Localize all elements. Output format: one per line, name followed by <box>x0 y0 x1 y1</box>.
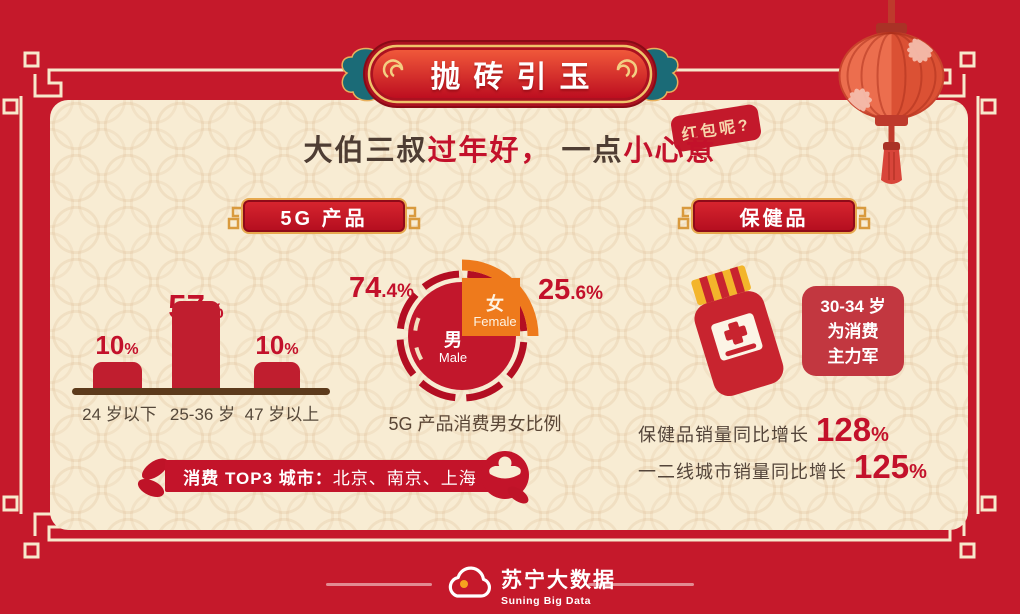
headline-part4: 小心意 <box>623 135 717 167</box>
female-percentage: 25.6% <box>538 274 604 306</box>
female-label: 女 Female <box>473 294 517 329</box>
section-badge-5g: 5G 产品 <box>226 198 422 234</box>
bar-category-label: 25-36 岁 <box>169 405 236 424</box>
headline-part1: 大伯三叔 <box>303 135 428 167</box>
male-label: 男 Male <box>438 330 468 365</box>
headline-part2: 过年好， <box>427 135 552 167</box>
ribbon-graphic <box>137 451 529 504</box>
lantern-decoration <box>838 0 945 184</box>
headline: 大伯三叔过年好， 一点小心意 <box>0 127 1020 169</box>
section-badge-health: 保健品 <box>676 198 872 234</box>
brand-name-en: Suning Big Data <box>501 595 592 607</box>
lantern-flower-pattern <box>848 37 933 112</box>
gender-donut-graphic <box>396 259 539 402</box>
lantern-top-cap <box>876 23 907 34</box>
gender-chart-caption: 5G 产品消费男女比例 <box>388 414 562 434</box>
gold-ingot-icon <box>489 456 521 479</box>
headline-part3: 一点 <box>561 135 624 167</box>
male-percentage: 74.4% <box>348 272 414 304</box>
medical-cross-icon <box>724 321 748 345</box>
badge-hook-icon <box>227 206 242 230</box>
lantern-rope <box>888 0 895 28</box>
stat-row-city-growth: 一二线城市销量同比增长 125 % <box>638 448 927 485</box>
badge-hook-icon <box>677 206 692 230</box>
lantern-bottom-cap <box>875 115 908 126</box>
ribbon-leaves-icon <box>137 458 169 498</box>
bar-value: 10% <box>95 330 139 360</box>
title-banner: 抛砖引玉 <box>340 40 680 112</box>
badge-hook-icon <box>406 206 421 230</box>
footer-divider-left <box>326 583 432 586</box>
health-stats: 保健品销量同比增长 128 % 一二线城市销量同比增长 125 % <box>638 411 938 485</box>
brand-name: 苏宁大数据 <box>501 569 616 592</box>
bar-category-label: 24 岁以下 <box>82 405 157 424</box>
age-bar-chart: 10% 57% 10% 24 岁以下 25-36 岁 47 岁以上 <box>72 258 330 430</box>
badge-label-health: 保健品 <box>691 198 857 234</box>
banner-title: 抛砖引玉 <box>430 61 603 94</box>
female-arc <box>461 259 539 337</box>
main-consumer-age-box: 30-34 岁 为消费 主力军 <box>802 286 904 376</box>
ribbon-text: 消费 TOP3 城市： 北京、南京、上海 <box>183 468 477 488</box>
top3-cities-ribbon: 消费 TOP3 城市： 北京、南京、上海 <box>137 450 533 504</box>
banner-ornament <box>341 40 679 108</box>
bar-25-36 <box>172 301 220 388</box>
badge-hook-icon <box>856 206 871 230</box>
badge-label-5g: 5G 产品 <box>241 198 407 234</box>
gender-ratio-chart: 74.4% 25.6% 女 Female 男 Male 5G 产品消费男女比例 <box>330 250 630 440</box>
bar-under-24 <box>93 362 142 388</box>
stat-row-supplement-growth: 保健品销量同比增长 128 % <box>638 411 889 448</box>
bar-category-label: 47 岁以上 <box>244 405 320 424</box>
bar-over-47 <box>254 362 300 388</box>
footer-brand: 苏宁大数据 Suning Big Data <box>501 564 616 607</box>
suning-cloud-logo-icon <box>448 566 491 598</box>
lantern-tassel <box>881 150 902 184</box>
bar-chart-axis <box>72 388 330 395</box>
footer-divider-right <box>588 583 694 586</box>
pill-bottle-icon <box>691 265 784 397</box>
bar-value: 10% <box>255 330 299 360</box>
